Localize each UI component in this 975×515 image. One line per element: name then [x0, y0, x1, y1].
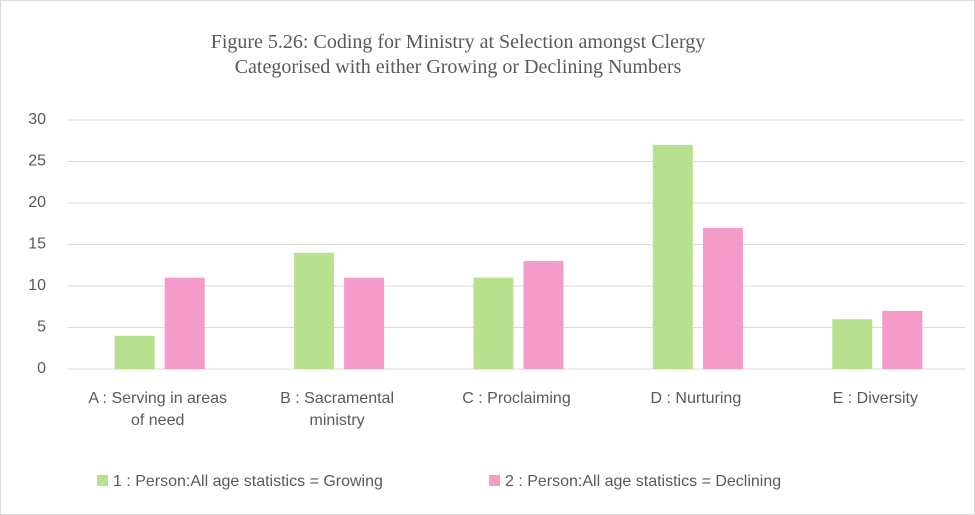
legend-label: 2 : Person:All age statistics = Declinin… — [505, 473, 781, 490]
bar — [294, 252, 335, 369]
bar — [473, 277, 514, 369]
y-tick-label: 20 — [28, 194, 46, 211]
bar — [832, 319, 873, 369]
bar — [114, 335, 155, 369]
x-tick-label: A : Serving in areas of need — [88, 390, 228, 429]
y-tick-label: 10 — [28, 277, 46, 294]
y-tick-label: 15 — [28, 236, 46, 253]
y-tick-label: 5 — [37, 319, 46, 336]
legend-swatch — [489, 475, 500, 486]
x-tick-label: B : Sacramental ministry — [280, 390, 394, 429]
bar — [702, 227, 743, 369]
bar — [523, 261, 564, 369]
x-tick-label: D : Nurturing — [650, 390, 742, 407]
x-tick-label: E : Diversity — [832, 390, 918, 407]
legend-swatch — [97, 475, 108, 486]
y-tick-label: 25 — [28, 153, 46, 170]
x-tick-label: C : Proclaiming — [462, 390, 571, 407]
y-tick-label: 0 — [37, 360, 46, 377]
bar — [164, 277, 205, 369]
legend-label: 1 : Person:All age statistics = Growing — [113, 473, 383, 490]
y-tick-label: 30 — [28, 111, 46, 128]
bar — [344, 277, 385, 369]
chart-title: Figure 5.26: Coding for Ministry at Sele… — [210, 31, 706, 78]
bar — [882, 310, 923, 369]
bar — [652, 144, 693, 369]
